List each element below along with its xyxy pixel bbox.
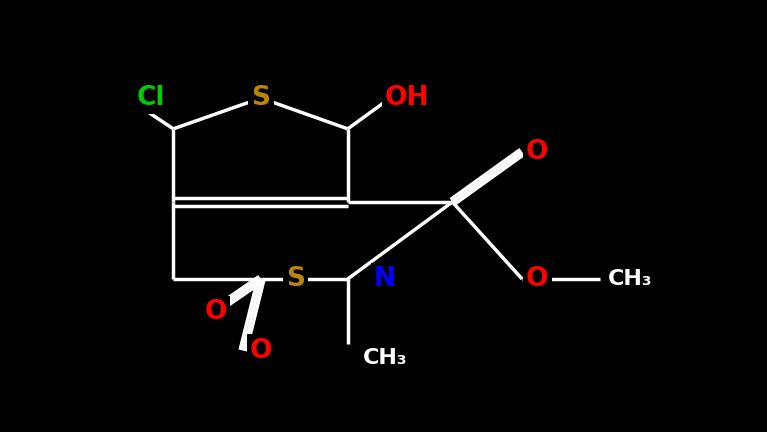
Text: S: S <box>252 85 271 111</box>
Text: O: O <box>250 337 272 364</box>
Text: CH₃: CH₃ <box>363 348 407 368</box>
Text: O: O <box>526 139 548 165</box>
Text: N: N <box>374 266 396 292</box>
Text: Cl: Cl <box>137 85 165 111</box>
Text: OH: OH <box>385 85 430 111</box>
Text: O: O <box>205 299 227 325</box>
Text: O: O <box>526 266 548 292</box>
Text: CH₃: CH₃ <box>608 269 653 289</box>
Text: S: S <box>286 266 305 292</box>
